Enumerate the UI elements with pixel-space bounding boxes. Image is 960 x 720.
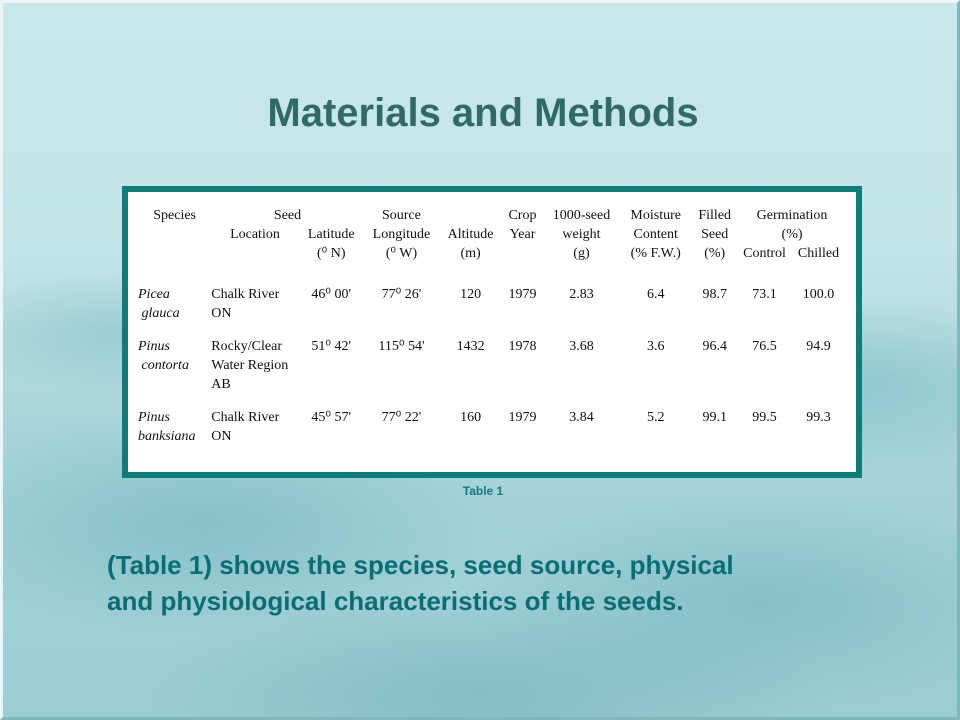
control-cell: 76.5	[752, 339, 777, 354]
year-cell: 1979	[508, 287, 537, 302]
header-row-1: Species Seed Source Crop 1000-seed Moist…	[138, 206, 846, 225]
weight-cell: 3.68	[569, 339, 594, 354]
header-longitude-unit: (⁰ W)	[385, 246, 418, 261]
header-weight-1: 1000-seed	[552, 208, 611, 223]
latitude-cell: 51⁰ 42'	[311, 339, 352, 354]
filled-cell: 98.7	[702, 287, 727, 302]
slide-title: Materials and Methods	[267, 91, 699, 135]
latitude-cell: 46⁰ 00'	[311, 287, 352, 302]
header-latitude: Latitude	[307, 227, 355, 242]
header-location: Location	[230, 227, 280, 242]
header-altitude-unit: (m)	[460, 246, 481, 261]
header-germination-unit: (%)	[781, 227, 803, 242]
table-row: Pinus contorta Rocky/Clear Water Region AB…	[138, 331, 846, 402]
header-filled-unit: (%)	[704, 246, 726, 261]
header-chilled: Chilled	[797, 246, 840, 261]
altitude-cell: 160	[460, 410, 482, 425]
header-crop-1: Crop	[508, 208, 537, 223]
control-cell: 73.1	[752, 287, 777, 302]
header-seed-group: Seed	[273, 208, 302, 223]
header-row-2: Location Latitude Longitude Altitude Yea…	[138, 225, 846, 244]
filled-cell: 96.4	[702, 339, 727, 354]
header-moisture-unit: (% F.W.)	[630, 246, 681, 261]
table-caption: Table 1	[462, 484, 504, 498]
year-cell: 1978	[508, 339, 537, 354]
species-cell: Picea glauca	[138, 287, 180, 321]
header-filled-2: Seed	[701, 227, 729, 242]
latitude-cell: 45⁰ 57'	[311, 410, 352, 425]
species-cell: Pinus contorta	[138, 339, 189, 373]
location-cell: Chalk River ON	[211, 410, 280, 444]
table-row: Pinus banksiana Chalk River ON 45⁰ 57' 77⁰…	[138, 402, 846, 454]
table-image-frame: Species Seed Source Crop 1000-seed Moist…	[122, 186, 862, 478]
header-moisture-1: Moisture	[630, 208, 681, 223]
weight-cell: 2.83	[569, 287, 594, 302]
weight-cell: 3.84	[569, 410, 594, 425]
altitude-cell: 1432	[456, 339, 485, 354]
header-source-group: Source	[381, 208, 421, 223]
header-species: Species	[153, 208, 196, 223]
location-cell: Rocky/Clear Water Region AB	[211, 339, 289, 392]
body-line-2: and physiological characteristics of the…	[107, 586, 684, 616]
seed-characteristics-table: Species Seed Source Crop 1000-seed Moist…	[138, 206, 846, 464]
header-filled-1: Filled	[698, 208, 732, 223]
moisture-cell: 5.2	[646, 410, 665, 425]
body-paragraph: (Table 1) shows the species, seed source…	[107, 547, 907, 619]
longitude-cell: 77⁰ 26'	[381, 287, 422, 302]
chilled-cell: 100.0	[802, 287, 835, 302]
control-cell: 99.5	[752, 410, 777, 425]
filled-cell: 99.1	[702, 410, 727, 425]
chilled-cell: 99.3	[806, 410, 831, 425]
header-altitude: Altitude	[447, 227, 494, 242]
header-latitude-unit: (⁰ N)	[316, 246, 346, 261]
header-weight-2: weight	[562, 227, 601, 242]
chilled-cell: 94.9	[806, 339, 831, 354]
longitude-cell: 115⁰ 54'	[378, 339, 425, 354]
table-row: Picea glauca Chalk River ON 46⁰ 00' 77⁰ 2…	[138, 263, 846, 331]
longitude-cell: 77⁰ 22'	[381, 410, 422, 425]
header-row-3: (⁰ N) (⁰ W) (m) (g) (% F.W.) (%) Control…	[138, 244, 846, 263]
year-cell: 1979	[508, 410, 537, 425]
header-moisture-2: Content	[633, 227, 678, 242]
header-longitude: Longitude	[372, 227, 431, 242]
altitude-cell: 120	[460, 287, 482, 302]
moisture-cell: 3.6	[646, 339, 665, 354]
header-control: Control	[743, 246, 786, 261]
moisture-cell: 6.4	[646, 287, 665, 302]
body-line-1: (Table 1) shows the species, seed source…	[107, 550, 734, 580]
header-weight-unit: (g)	[573, 246, 590, 261]
location-cell: Chalk River ON	[211, 287, 280, 321]
header-germination: Germination	[756, 208, 828, 223]
header-crop-2: Year	[509, 227, 536, 242]
data-table: Species Seed Source Crop 1000-seed Moist…	[138, 206, 846, 454]
species-cell: Pinus banksiana	[138, 410, 196, 444]
